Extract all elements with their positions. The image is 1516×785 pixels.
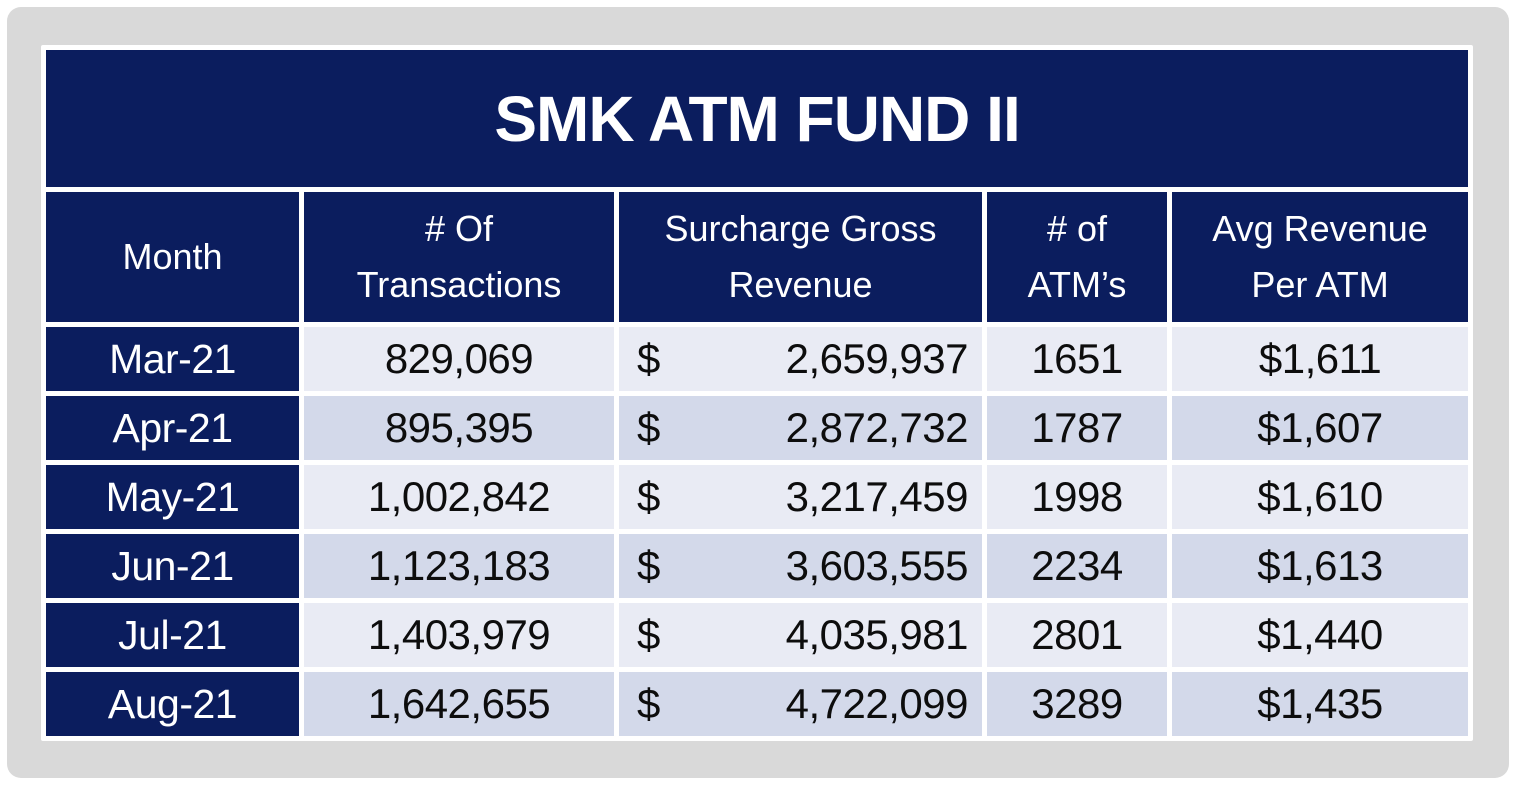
cell-avg-revenue: $1,440 (1172, 603, 1469, 667)
cell-avg-revenue: $1,611 (1172, 327, 1469, 391)
revenue-amount: 3,217,459 (785, 473, 969, 520)
cell-avg-revenue: $1,610 (1172, 465, 1469, 529)
cell-atm-count: 3289 (987, 672, 1167, 736)
cell-revenue: $ 2,659,937 (619, 327, 982, 391)
currency-symbol: $ (637, 611, 660, 658)
header-line: Avg Revenue (1212, 208, 1428, 249)
cell-transactions: 1,642,655 (304, 672, 614, 736)
cell-month: Jun-21 (46, 534, 299, 598)
cell-avg-revenue: $1,607 (1172, 396, 1469, 460)
cell-month: Mar-21 (46, 327, 299, 391)
revenue-amount: 3,603,555 (785, 542, 969, 589)
header-line: # of (1046, 208, 1108, 249)
cell-atm-count: 2234 (987, 534, 1167, 598)
header-line: Transactions (356, 264, 562, 305)
cell-avg-revenue: $1,613 (1172, 534, 1469, 598)
table-row: Apr-21 895,395 $ 2,872,732 1787 $1,607 (46, 396, 1469, 460)
cell-month: May-21 (46, 465, 299, 529)
title-row: SMK ATM FUND II (46, 50, 1469, 187)
table-title: SMK ATM FUND II (46, 50, 1469, 187)
cell-transactions: 1,403,979 (304, 603, 614, 667)
cell-atm-count: 1787 (987, 396, 1167, 460)
cell-transactions: 1,002,842 (304, 465, 614, 529)
currency-symbol: $ (637, 680, 660, 727)
cell-transactions: 1,123,183 (304, 534, 614, 598)
cell-month: Aug-21 (46, 672, 299, 736)
currency-symbol: $ (637, 335, 660, 382)
table-row: Mar-21 829,069 $ 2,659,937 1651 $1,611 (46, 327, 1469, 391)
currency-symbol: $ (637, 473, 660, 520)
table-row: Jun-21 1,123,183 $ 3,603,555 2234 $1,613 (46, 534, 1469, 598)
currency-symbol: $ (637, 404, 660, 451)
table-row: Aug-21 1,642,655 $ 4,722,099 3289 $1,435 (46, 672, 1469, 736)
column-header-transactions: # Of Transactions (304, 192, 614, 322)
revenue-amount: 2,659,937 (785, 335, 969, 382)
revenue-amount: 4,035,981 (785, 611, 969, 658)
cell-atm-count: 2801 (987, 603, 1167, 667)
cell-atm-count: 1651 (987, 327, 1167, 391)
cell-revenue: $ 4,722,099 (619, 672, 982, 736)
cell-avg-revenue: $1,435 (1172, 672, 1469, 736)
header-row: Month # Of Transactions Surcharge Gross … (46, 192, 1469, 322)
table-row: May-21 1,002,842 $ 3,217,459 1998 $1,610 (46, 465, 1469, 529)
revenue-amount: 4,722,099 (785, 680, 969, 727)
cell-atm-count: 1998 (987, 465, 1167, 529)
column-header-month: Month (46, 192, 299, 322)
revenue-amount: 2,872,732 (785, 404, 969, 451)
cell-month: Apr-21 (46, 396, 299, 460)
header-line: Revenue (728, 264, 873, 305)
cell-transactions: 895,395 (304, 396, 614, 460)
header-line: ATM’s (1027, 264, 1127, 305)
column-header-surcharge-revenue: Surcharge Gross Revenue (619, 192, 982, 322)
cell-revenue: $ 4,035,981 (619, 603, 982, 667)
column-header-atms: # of ATM’s (987, 192, 1167, 322)
cell-revenue: $ 3,603,555 (619, 534, 982, 598)
header-line: # Of (424, 208, 494, 249)
currency-symbol: $ (637, 542, 660, 589)
table-row: Jul-21 1,403,979 $ 4,035,981 2801 $1,440 (46, 603, 1469, 667)
header-line: Per ATM (1251, 264, 1389, 305)
cell-revenue: $ 2,872,732 (619, 396, 982, 460)
atm-fund-table: SMK ATM FUND II Month # Of Transactions … (41, 45, 1474, 741)
header-line: Month (122, 236, 223, 277)
cell-transactions: 829,069 (304, 327, 614, 391)
cell-month: Jul-21 (46, 603, 299, 667)
column-header-avg-revenue: Avg Revenue Per ATM (1172, 192, 1469, 322)
cell-revenue: $ 3,217,459 (619, 465, 982, 529)
header-line: Surcharge Gross (664, 208, 937, 249)
